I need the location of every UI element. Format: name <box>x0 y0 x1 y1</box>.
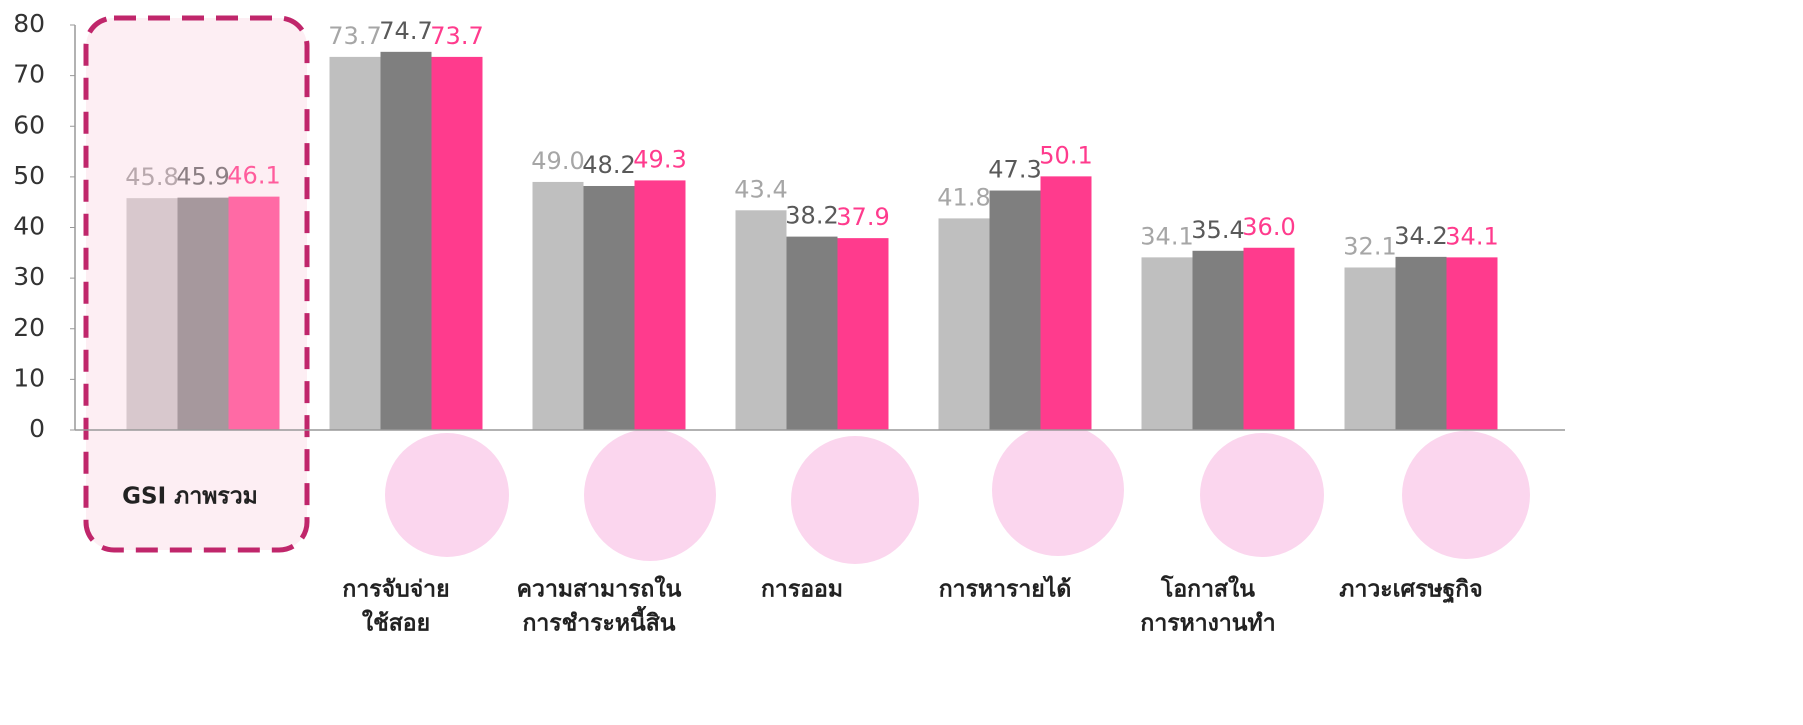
bar <box>1344 267 1396 430</box>
bar <box>735 210 787 430</box>
y-tick-label: 70 <box>13 60 45 89</box>
bar <box>837 238 889 430</box>
bar <box>1395 256 1447 430</box>
x-tick-label: โอกาสใน <box>1160 575 1255 603</box>
x-tick-label: การชำระหนี้สิน <box>522 606 675 637</box>
bar <box>1141 257 1193 430</box>
value-label: 73.7 <box>328 22 381 50</box>
value-label: 34.1 <box>1445 222 1498 250</box>
value-label: 34.1 <box>1140 222 1193 250</box>
bar <box>583 185 635 430</box>
value-label: 32.1 <box>1343 232 1396 260</box>
bar <box>126 198 178 430</box>
y-tick-label: 10 <box>13 363 45 392</box>
bar <box>1243 247 1295 430</box>
bar <box>989 190 1041 430</box>
value-label: 49.3 <box>633 145 686 173</box>
bar <box>177 197 229 430</box>
bar <box>1446 257 1498 430</box>
bar <box>938 218 990 430</box>
bar <box>431 56 483 431</box>
y-tick-label: 50 <box>13 161 45 190</box>
value-label: 43.4 <box>734 175 787 203</box>
value-label: 41.8 <box>937 183 990 211</box>
y-tick-label: 40 <box>13 212 45 241</box>
x-tick-label: การออม <box>761 577 843 603</box>
bar <box>786 236 838 430</box>
y-tick-label: 0 <box>29 414 45 443</box>
x-tick-label: ความสามารถใน <box>517 575 682 603</box>
y-tick-label: 60 <box>13 110 45 139</box>
value-label: 35.4 <box>1191 216 1244 244</box>
icon-circles <box>385 424 1530 564</box>
x-tick-label: ใช้สอย <box>362 609 430 637</box>
x-tick-label: การหางานทำ <box>1140 611 1275 637</box>
y-tick-label: 30 <box>13 262 45 291</box>
value-label: 37.9 <box>836 203 889 231</box>
value-label: 50.1 <box>1039 141 1092 169</box>
bar <box>380 51 432 431</box>
value-label: 73.7 <box>430 22 483 50</box>
value-label: 45.8 <box>125 163 178 191</box>
bar <box>634 180 686 430</box>
bar <box>228 196 280 430</box>
value-label: 48.2 <box>582 151 635 179</box>
value-label: 36.0 <box>1242 213 1295 241</box>
value-label: 34.2 <box>1394 222 1447 250</box>
x-tick-label: การหารายได้ <box>939 575 1072 603</box>
x-tick-label: ภาวะเศรษฐกิจ <box>1339 577 1482 604</box>
bar <box>1040 176 1092 430</box>
x-tick-label: GSI ภาพรวม <box>122 484 258 510</box>
y-tick-label: 80 <box>13 9 45 38</box>
bar <box>532 181 584 430</box>
value-label: 49.0 <box>531 147 584 175</box>
y-tick-label: 20 <box>13 313 45 342</box>
value-label: 38.2 <box>785 202 838 230</box>
value-label: 74.7 <box>379 17 432 45</box>
bar <box>329 56 381 431</box>
x-tick-label: การจับจ่าย <box>342 577 449 603</box>
value-label: 45.9 <box>176 163 229 191</box>
value-label: 47.3 <box>988 156 1041 184</box>
bar <box>1192 250 1244 430</box>
value-label: 46.1 <box>227 162 280 190</box>
